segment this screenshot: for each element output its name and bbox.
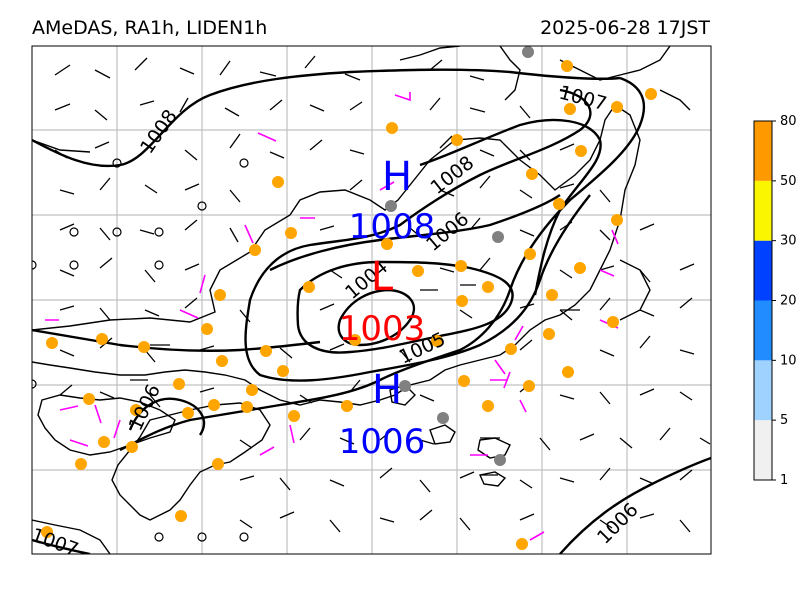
rain-station-marker bbox=[214, 289, 226, 301]
gray-station-marker bbox=[385, 200, 397, 212]
rain-station-marker bbox=[83, 393, 95, 405]
colorbar-segment bbox=[754, 360, 772, 421]
rain-station-marker bbox=[516, 538, 528, 550]
rain-station-marker bbox=[431, 335, 443, 347]
rain-station-marker bbox=[562, 366, 574, 378]
isobar-label: 1008 bbox=[136, 106, 182, 158]
rain-station-marker bbox=[260, 345, 272, 357]
low-center-value: 1003 bbox=[339, 309, 426, 349]
colorbar-tick-label: 5 bbox=[780, 413, 788, 428]
gray-station-marker bbox=[494, 454, 506, 466]
calm-markers bbox=[32, 158, 249, 542]
rain-station-marker bbox=[574, 262, 586, 274]
map-frame bbox=[31, 45, 712, 555]
rain-station-marker bbox=[456, 295, 468, 307]
rain-station-marker bbox=[412, 265, 424, 277]
rain-station-marker bbox=[182, 407, 194, 419]
wind-barbs bbox=[54, 55, 711, 533]
colorbar-segment bbox=[754, 420, 772, 480]
rain-station-marker bbox=[138, 341, 150, 353]
rain-station-marker bbox=[458, 375, 470, 387]
isobar-labels: 1008 1007 1008 1006 1004 1005 1006 1007 … bbox=[28, 82, 643, 561]
rain-station-marker bbox=[216, 355, 228, 367]
rain-station-marker bbox=[41, 526, 53, 538]
rain-station-marker bbox=[524, 248, 536, 260]
isobars bbox=[32, 68, 711, 554]
rain-station-marker bbox=[505, 343, 517, 355]
rain-station-marker bbox=[543, 328, 555, 340]
rain-station-marker bbox=[645, 88, 657, 100]
isobar-label: 1007 bbox=[28, 524, 81, 561]
isobar-label: 1006 bbox=[593, 499, 643, 549]
rain-station-marker bbox=[46, 337, 58, 349]
rain-station-marker bbox=[341, 400, 353, 412]
rain-station-marker bbox=[241, 401, 253, 413]
rain-station-marker bbox=[482, 400, 494, 412]
rain-station-marker bbox=[246, 384, 258, 396]
rain-station-marker bbox=[126, 441, 138, 453]
rain-station-marker bbox=[349, 334, 361, 346]
colorbar-tick-label: 1 bbox=[780, 473, 788, 488]
rain-station-marker bbox=[564, 103, 576, 115]
colorbar-tick-label: 30 bbox=[780, 234, 797, 249]
rain-station-marker bbox=[611, 214, 623, 226]
rain-station-marker bbox=[201, 323, 213, 335]
rain-station-marker bbox=[212, 458, 224, 470]
rain-station-marker bbox=[482, 281, 494, 293]
coastlines bbox=[32, 46, 691, 554]
rain-station-marker bbox=[277, 365, 289, 377]
gray-station-marker bbox=[522, 46, 534, 58]
strong-wind-barbs bbox=[45, 92, 619, 541]
rain-station-marker bbox=[208, 399, 220, 411]
high-center-symbol: H bbox=[372, 367, 402, 413]
colorbar: 1 5 10 20 30 50 80 bbox=[753, 114, 797, 488]
colorbar-tick-label: 50 bbox=[780, 174, 797, 189]
rain-station-marker bbox=[611, 101, 623, 113]
rain-station-marker bbox=[451, 134, 463, 146]
high-center-value: 1006 bbox=[339, 422, 426, 462]
rain-station-marker bbox=[272, 176, 284, 188]
colorbar-tick-label: 10 bbox=[780, 353, 797, 368]
timestamp: 2025-06-28 17JST bbox=[540, 17, 710, 39]
rain-station-marker bbox=[455, 260, 467, 272]
rain-station-marker bbox=[75, 458, 87, 470]
colorbar-tick-label: 20 bbox=[780, 294, 797, 309]
rain-station-marker bbox=[288, 410, 300, 422]
rain-station-marker bbox=[575, 145, 587, 157]
rain-station-marker bbox=[523, 380, 535, 392]
rain-station-marker bbox=[386, 122, 398, 134]
colorbar-segment bbox=[754, 240, 772, 301]
high-center-symbol: H bbox=[382, 154, 412, 200]
rain-station-marker bbox=[381, 238, 393, 250]
rain-station-marker bbox=[96, 333, 108, 345]
colorbar-segment bbox=[754, 180, 772, 241]
rain-station-marker bbox=[175, 510, 187, 522]
colorbar-tick-label: 80 bbox=[780, 114, 797, 129]
gray-station-marker bbox=[399, 380, 411, 392]
rain-station-marker bbox=[607, 316, 619, 328]
rain-station-marker bbox=[546, 289, 558, 301]
colorbar-segment bbox=[754, 300, 772, 361]
rain-station-marker bbox=[173, 378, 185, 390]
rain-station-marker bbox=[561, 60, 573, 72]
rain-station-marker bbox=[249, 244, 261, 256]
rain-station-marker bbox=[285, 227, 297, 239]
pressure-centers: H 1008 L 1003 H 1006 bbox=[339, 154, 436, 462]
gray-station-marker bbox=[437, 412, 449, 424]
rain-station-marker bbox=[526, 168, 538, 180]
station-markers bbox=[41, 46, 657, 550]
high-center-value: 1008 bbox=[349, 207, 436, 247]
rain-station-marker bbox=[98, 436, 110, 448]
colorbar-segment bbox=[754, 121, 772, 181]
low-center-symbol: L bbox=[371, 254, 394, 300]
gray-station-marker bbox=[492, 231, 504, 243]
rain-station-marker bbox=[553, 198, 565, 210]
rain-station-marker bbox=[303, 281, 315, 293]
rain-station-marker bbox=[130, 404, 142, 416]
chart-title: AMeDAS, RA1h, LIDEN1h bbox=[32, 17, 268, 39]
